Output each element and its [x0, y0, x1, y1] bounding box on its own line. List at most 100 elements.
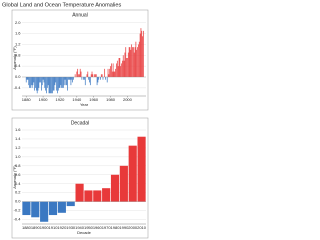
x-tick-label: 1940 — [75, 225, 85, 230]
bar — [52, 77, 54, 91]
bar — [62, 77, 64, 88]
x-tick-label: 1900 — [40, 225, 50, 230]
x-tick-label: 1900 — [39, 97, 49, 102]
bar — [88, 77, 89, 80]
x-tick-label: 2000 — [123, 97, 133, 102]
bar — [36, 77, 38, 94]
bar — [48, 201, 58, 216]
bar — [107, 68, 109, 77]
x-tick-label: 1990 — [119, 225, 129, 230]
y-tick-label: 0.8 — [15, 163, 21, 168]
bar — [79, 68, 81, 77]
bar — [122, 60, 123, 77]
x-tick-label: 2000 — [128, 225, 138, 230]
x-tick-label: 1910 — [49, 225, 59, 230]
bar — [68, 77, 69, 80]
x-tick-label: 1950 — [84, 225, 94, 230]
bar — [123, 60, 125, 77]
bar — [59, 77, 61, 88]
bar — [111, 71, 113, 77]
bar — [104, 68, 106, 77]
bar — [116, 63, 117, 77]
bar — [119, 165, 128, 202]
bar — [102, 188, 111, 202]
bar — [93, 190, 102, 202]
bar — [64, 77, 66, 80]
bar — [41, 77, 42, 91]
bar — [28, 77, 30, 86]
bar — [75, 183, 84, 202]
bar — [111, 63, 112, 77]
bar — [141, 30, 143, 77]
y-tick-label: 0.0 — [15, 199, 21, 204]
bar — [33, 77, 35, 83]
y-tick-label: 1.4 — [15, 136, 21, 141]
bar — [106, 77, 108, 83]
bar — [29, 77, 30, 88]
bar — [128, 145, 137, 202]
y-tick-label: 0.6 — [15, 172, 21, 177]
bar — [127, 52, 129, 77]
y-tick-label: 0.8 — [15, 52, 21, 57]
bar — [86, 74, 88, 77]
bar — [40, 77, 41, 83]
bar — [130, 49, 132, 77]
x-tick-label: 1970 — [102, 225, 112, 230]
bar — [96, 77, 98, 86]
y-tick-label: 0.4 — [15, 181, 21, 186]
bar — [46, 77, 47, 94]
y-tick-label: -0.4 — [14, 217, 22, 222]
bar — [84, 190, 93, 202]
bar — [127, 58, 128, 77]
bar — [22, 201, 31, 216]
y-tick-label: 0.4 — [15, 63, 21, 68]
y-axis-label: Anomaly (°F) — [12, 165, 17, 189]
bar — [114, 71, 116, 77]
bar — [139, 33, 141, 77]
bar — [73, 77, 74, 80]
bar — [132, 47, 133, 77]
bar — [125, 47, 127, 77]
bar — [79, 74, 80, 77]
x-tick-label: 2010 — [137, 225, 147, 230]
x-tick-label: 1980 — [106, 97, 116, 102]
bar — [65, 77, 67, 86]
bar — [71, 77, 73, 80]
bar — [46, 77, 48, 88]
bar — [31, 77, 33, 88]
bar — [35, 77, 37, 91]
bar — [61, 77, 63, 88]
bar — [98, 77, 100, 80]
y-tick-label: 1.6 — [15, 127, 21, 132]
x-tick-label: 1980 — [111, 225, 121, 230]
x-tick-label: 1890 — [31, 225, 41, 230]
bar — [70, 77, 72, 86]
bar — [143, 30, 144, 77]
bar — [77, 68, 79, 77]
y-tick-label: 1.2 — [15, 145, 21, 150]
bar — [137, 47, 138, 77]
bar — [48, 77, 50, 94]
chart: Global Land and Ocean Temperature Anomal… — [2, 2, 149, 239]
bar — [95, 74, 96, 77]
x-axis-label: Decade — [77, 230, 92, 235]
bar — [56, 77, 57, 91]
bar — [94, 74, 95, 77]
bar — [119, 58, 121, 77]
bar — [30, 77, 31, 88]
bar — [101, 74, 103, 77]
bar — [87, 71, 89, 77]
bar — [55, 77, 57, 83]
bar — [97, 77, 99, 83]
bar — [109, 68, 111, 77]
page-title: Global Land and Ocean Temperature Anomal… — [2, 2, 122, 8]
bar — [118, 58, 120, 77]
bar — [121, 63, 122, 77]
y-tick-label: 0.0 — [15, 74, 21, 79]
bar — [112, 63, 114, 77]
bar — [132, 47, 134, 77]
bar — [58, 77, 60, 88]
bar — [95, 74, 97, 77]
bar — [26, 77, 28, 80]
bar — [66, 201, 75, 207]
